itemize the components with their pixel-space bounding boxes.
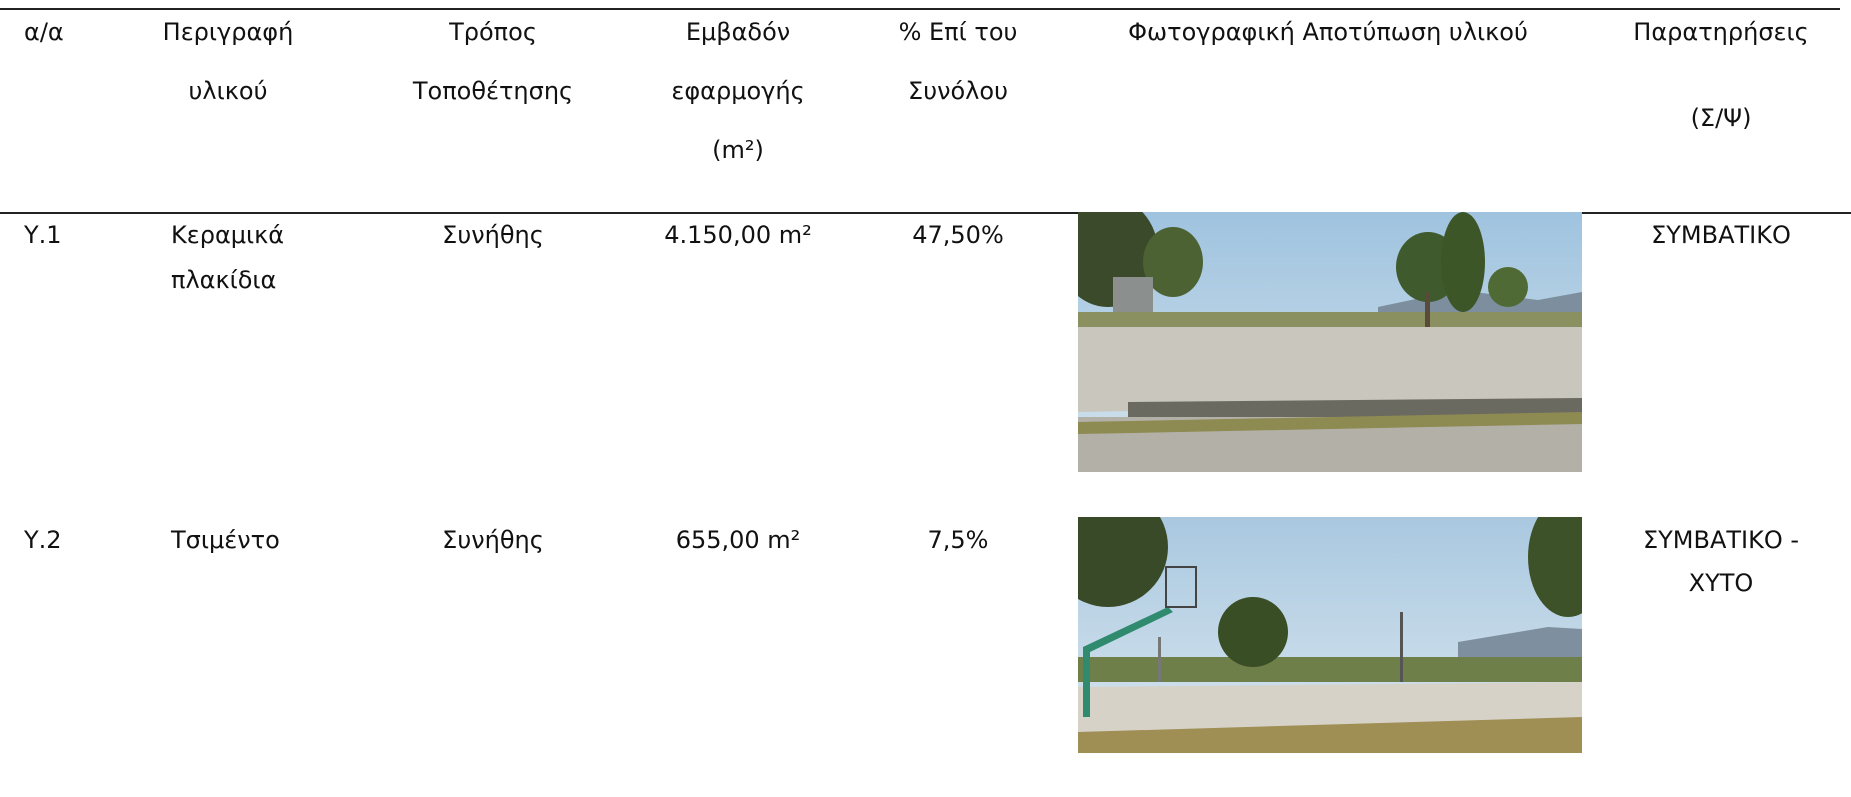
header-cell: Τοποθέτησης: [412, 77, 574, 105]
header-cell: Συνόλου: [908, 77, 1008, 105]
top-rule: [0, 8, 1840, 10]
cell-remarks: ΣΥΜΒΑΤΙΚΟ -: [1642, 526, 1800, 554]
header-rule: [0, 212, 1851, 214]
header-cell: υλικού: [188, 77, 268, 105]
header-cell: Παρατηρήσεις: [1633, 18, 1809, 46]
cell-method: Συνήθης: [442, 526, 544, 554]
cell-area: 4.150,00 m²: [664, 221, 812, 249]
header-cell: (m²): [712, 136, 764, 164]
cell-percent: 7,5%: [927, 526, 989, 554]
cell-method: Συνήθης: [442, 221, 544, 249]
cell-id: Υ.2: [24, 526, 62, 554]
header-cell: Τρόπος: [449, 18, 537, 46]
photo-concrete: [1078, 517, 1582, 753]
cell-material: Τσιμέντο: [171, 526, 280, 554]
cell-material: πλακίδια: [171, 266, 277, 294]
header-cell: Εμβαδόν: [685, 18, 791, 46]
cell-area: 655,00 m²: [675, 526, 801, 554]
cell-id: Υ.1: [24, 221, 62, 249]
header-cell: Φωτογραφική Αποτύπωση υλικού: [1128, 18, 1528, 46]
cell-material: Κεραμικά: [171, 221, 285, 249]
header-cell: (Σ/Ψ): [1690, 104, 1752, 132]
photo-tiles: [1078, 212, 1582, 472]
header-cell: εφαρμογής: [671, 77, 805, 105]
cell-percent: 47,50%: [912, 221, 1004, 249]
header-cell: Περιγραφή: [162, 18, 294, 46]
cell-remarks: ΧΥΤΟ: [1688, 569, 1754, 597]
cell-remarks: ΣΥΜΒΑΤΙΚΟ: [1651, 221, 1791, 249]
header-cell: α/α: [24, 18, 64, 46]
header-cell: % Επί του: [898, 18, 1018, 46]
